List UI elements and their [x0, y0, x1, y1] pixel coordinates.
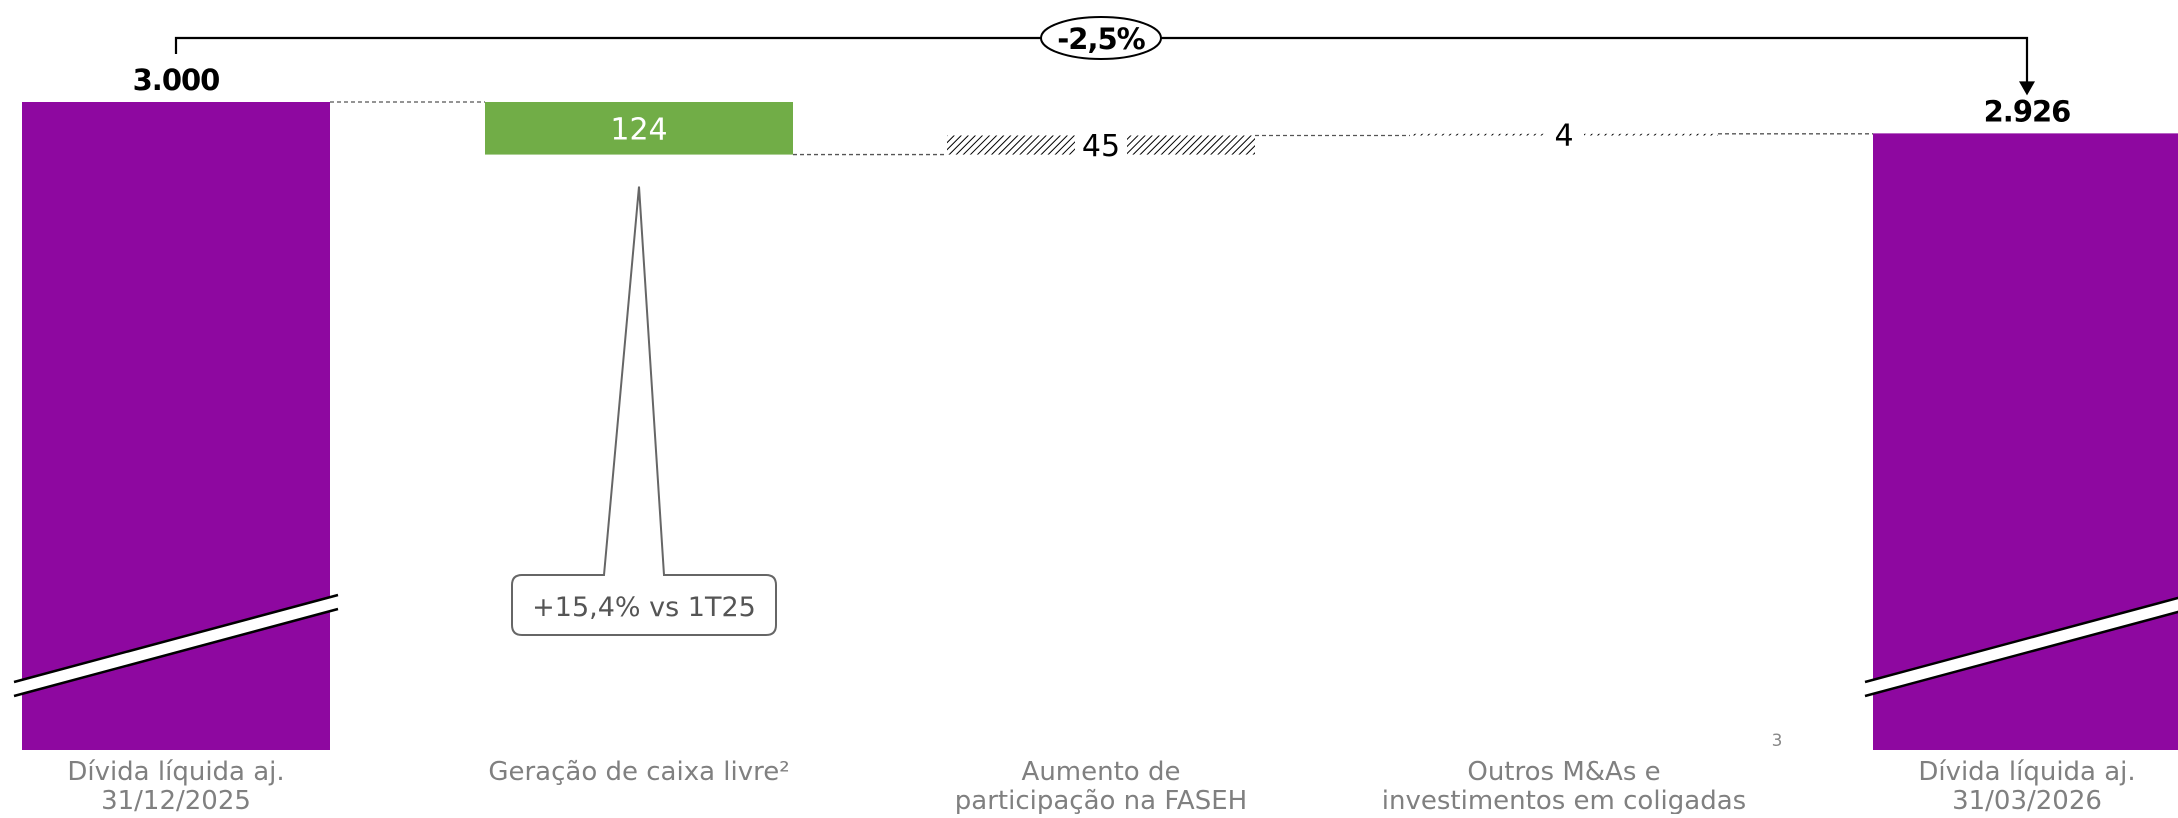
bar-1 — [485, 102, 793, 155]
category-label-2-1: participação na FASEH — [955, 786, 1247, 814]
category-label-2-0: Aumento de — [1022, 757, 1181, 787]
callout-text: +15,4% vs 1T25 — [532, 592, 756, 623]
axis-break-line-top-4 — [1864, 596, 2178, 684]
category-label-4-1: 31/03/2026 — [1952, 786, 2102, 814]
category-label-0-1: 31/12/2025 — [101, 786, 251, 814]
data-label-bg-3 — [1544, 116, 1584, 153]
category-label-3-1: investimentos em coligadas — [1382, 786, 1746, 814]
category-label-4-0: Dívida líquida aj. — [1918, 757, 2135, 787]
change-badge — [1040, 16, 1162, 60]
change-arrow-head — [2019, 81, 2035, 96]
category-label-0-0: Dívida líquida aj. — [67, 757, 284, 787]
data-label-0: 3.000 — [133, 63, 220, 97]
bar-4 — [1873, 133, 2178, 751]
data-label-2: 45 — [1082, 129, 1120, 164]
change-badge-label: -2,5% — [1057, 22, 1145, 56]
axis-break-line-top-0 — [13, 593, 339, 684]
axis-break-line-bottom-4 — [1864, 610, 2178, 698]
axis-break-gap-4 — [1865, 597, 2178, 696]
data-label-3: 4 — [1554, 119, 1573, 154]
category-label-1-0: Geração de caixa livre² — [488, 757, 789, 787]
callout-box — [511, 186, 777, 636]
footnote-marker: 3 — [1772, 731, 1783, 751]
data-label-bg-2 — [1075, 127, 1127, 164]
data-label-4: 2.926 — [1984, 94, 2071, 128]
axis-break-gap-0 — [14, 595, 338, 696]
category-label-3-0: Outros M&As e — [1467, 757, 1660, 787]
axis-break-line-bottom-0 — [13, 607, 339, 698]
data-label-1: 124 — [610, 112, 667, 147]
